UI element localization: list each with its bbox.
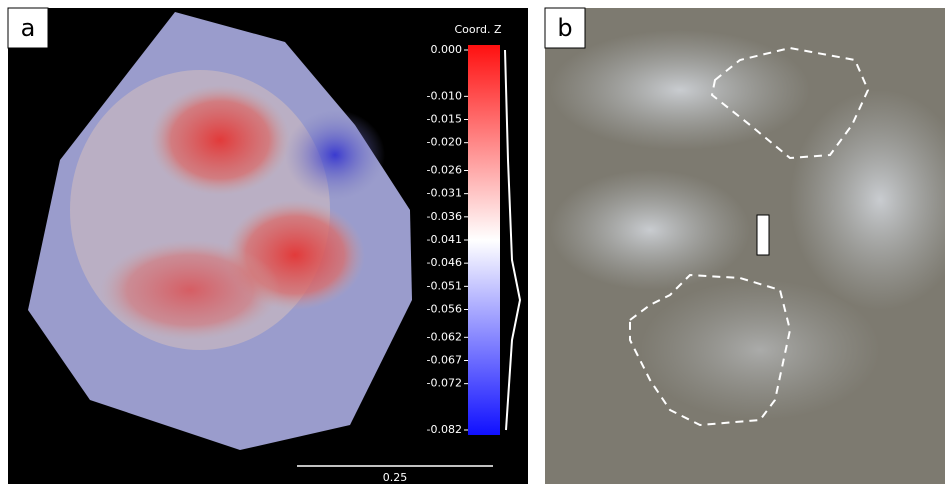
colorbar-tick-label: -0.046 xyxy=(427,256,462,269)
colorbar-tick-label: -0.082 xyxy=(427,423,462,436)
colorbar-tick-label: -0.067 xyxy=(427,353,462,366)
scan-high xyxy=(150,85,290,195)
scan-low xyxy=(285,110,385,200)
colorbar-tick-label: -0.072 xyxy=(427,377,462,390)
sediment xyxy=(550,170,750,290)
scale-bar-label: 0.25 xyxy=(383,471,408,484)
sediment xyxy=(640,280,880,420)
colorbar-tick-label: -0.036 xyxy=(427,210,462,223)
figure: Coord. Z 0.000 -0.010 -0.015 -0.020 -0.026 -0… xyxy=(0,0,945,484)
colorbar-tick-label: -0.020 xyxy=(427,136,462,149)
colorbar-tick-label: -0.062 xyxy=(427,330,462,343)
colorbar-tick-label: -0.051 xyxy=(427,279,462,292)
colorbar-tick-label: -0.031 xyxy=(427,187,462,200)
colorbar-title: Coord. Z xyxy=(455,23,502,36)
panel-label: b xyxy=(557,14,572,42)
colorbar xyxy=(468,45,500,435)
colorbar-tick-label: -0.010 xyxy=(427,89,462,102)
colorbar-tick-label: -0.056 xyxy=(427,303,462,316)
panel-label: a xyxy=(21,14,36,42)
sediment xyxy=(550,30,810,150)
colorbar-ticks: 0.000 -0.010 -0.015 -0.020 -0.026 -0.031 -0.03… xyxy=(427,43,468,436)
scan-high xyxy=(100,240,280,340)
colorbar-tick-label: -0.015 xyxy=(427,113,462,126)
scale-card xyxy=(757,215,769,255)
colorbar-tick-label: -0.041 xyxy=(427,233,462,246)
colorbar-tick-label: 0.000 xyxy=(431,43,463,56)
colorbar-tick-label: -0.026 xyxy=(427,163,462,176)
